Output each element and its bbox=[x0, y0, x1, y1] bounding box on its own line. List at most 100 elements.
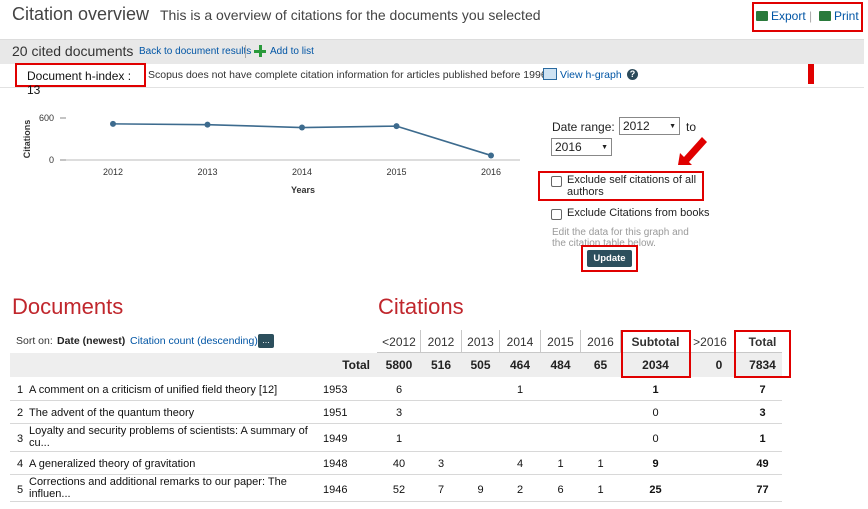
row-number: 1 bbox=[17, 384, 24, 396]
data-point bbox=[204, 121, 211, 128]
citations-heading: Citations bbox=[378, 294, 464, 319]
sort-date[interactable]: Date (newest) bbox=[57, 335, 126, 347]
total-2012: 516 bbox=[430, 358, 452, 372]
exclude-self-checkbox[interactable] bbox=[551, 176, 562, 187]
document-title-link[interactable]: A generalized theory of gravitation bbox=[29, 458, 196, 470]
citation-cell: 1 bbox=[652, 384, 659, 396]
citation-cell: 52 bbox=[392, 484, 406, 496]
update-button[interactable]: Update bbox=[587, 250, 632, 267]
publication-year: 1948 bbox=[323, 458, 348, 470]
document-title-link[interactable]: Loyalty and security problems of scienti… bbox=[29, 425, 308, 437]
document-title-continued[interactable]: influen... bbox=[29, 488, 71, 500]
sort-citation-count[interactable]: Citation count (descending) bbox=[130, 335, 258, 347]
publication-year: 1949 bbox=[323, 433, 348, 445]
export-print-separator: | bbox=[809, 9, 813, 23]
citation-cell: 9 bbox=[477, 484, 484, 496]
exclude-books-label: Exclude Citations from books bbox=[567, 207, 710, 219]
total-total: 7834 bbox=[749, 358, 776, 372]
col-header-2013: 2013 bbox=[467, 335, 494, 349]
y-tick-label: 600 bbox=[39, 113, 54, 123]
citation-cell: 1 bbox=[597, 484, 604, 496]
y-axis-label: Citations bbox=[22, 120, 32, 159]
column-divider bbox=[580, 330, 581, 352]
totals-label: Total bbox=[342, 358, 370, 372]
row-number: 5 bbox=[17, 484, 24, 496]
row-divider bbox=[10, 501, 782, 502]
page-subtitle: This is a overview of citations for the … bbox=[160, 7, 541, 23]
col-header-2014: 2014 bbox=[506, 335, 534, 349]
print-link[interactable]: Print bbox=[819, 9, 859, 23]
print-label: Print bbox=[834, 9, 859, 23]
citation-cell: 1 bbox=[597, 458, 604, 470]
publication-year: 1946 bbox=[323, 484, 348, 496]
total-2014: 464 bbox=[509, 358, 531, 372]
export-link[interactable]: Export bbox=[756, 9, 806, 23]
from-year-select[interactable]: 2012 ▼ bbox=[619, 117, 680, 135]
document-title-link[interactable]: Corrections and additional remarks to ou… bbox=[29, 476, 287, 488]
citation-cell: 49 bbox=[756, 458, 769, 470]
x-tick-label: 2014 bbox=[292, 167, 312, 177]
print-icon bbox=[819, 11, 831, 21]
citation-cell: 3 bbox=[395, 407, 403, 419]
x-axis-label: Years bbox=[291, 185, 315, 195]
more-options-button[interactable]: ... bbox=[258, 334, 274, 348]
to-year-select[interactable]: 2016 ▼ bbox=[551, 138, 612, 156]
citation-chart: 600 0 2012 2013 2014 2015 2016 Years Citations bbox=[22, 113, 520, 195]
publication-year: 1951 bbox=[323, 407, 348, 419]
citation-cell: 6 bbox=[557, 484, 564, 496]
citation-cell: 25 bbox=[649, 484, 662, 496]
exclude-books-checkbox[interactable] bbox=[551, 209, 562, 220]
back-to-results-link[interactable]: Back to document results bbox=[139, 46, 252, 57]
col-header-2012: 2012 bbox=[427, 335, 455, 349]
exclude-self-highlight bbox=[538, 171, 704, 201]
citation-cell: 0 bbox=[652, 407, 659, 419]
col-header-post2016: >2016 bbox=[693, 335, 727, 349]
scopus-note: Scopus does not have complete citation i… bbox=[148, 69, 550, 81]
help-icon[interactable]: ? bbox=[627, 69, 638, 80]
row-number: 2 bbox=[17, 407, 24, 419]
document-title-continued[interactable]: cu... bbox=[29, 437, 50, 449]
export-label: Export bbox=[771, 9, 806, 23]
document-title-link[interactable]: A comment on a criticism of unified fiel… bbox=[29, 384, 278, 396]
cited-count: 20 cited documents bbox=[12, 43, 134, 59]
hint-line-2: the citation table below. bbox=[552, 238, 656, 249]
data-point bbox=[110, 120, 116, 127]
page-title: Citation overview bbox=[12, 4, 150, 24]
exclude-self-label: Exclude self citations of all authors bbox=[567, 174, 697, 198]
data-point bbox=[393, 123, 400, 130]
data-point bbox=[488, 152, 494, 159]
total-post2016: 0 bbox=[715, 358, 723, 372]
total-pre2012: 5800 bbox=[385, 358, 413, 372]
hindex-value: Document h-index : 13 bbox=[15, 63, 146, 97]
citation-cell: 1 bbox=[759, 433, 766, 445]
citation-cell: 1 bbox=[395, 433, 403, 445]
hint-line-1: Edit the data for this graph and bbox=[552, 227, 689, 238]
column-divider bbox=[499, 330, 500, 352]
column-divider bbox=[540, 330, 541, 352]
subtotal-highlight bbox=[621, 330, 691, 378]
col-header-2015: 2015 bbox=[547, 335, 574, 349]
row-divider bbox=[10, 400, 782, 401]
table-header-rule bbox=[377, 352, 782, 353]
chart-icon bbox=[543, 68, 557, 80]
data-point bbox=[299, 124, 305, 131]
column-divider bbox=[620, 330, 621, 352]
row-number: 3 bbox=[17, 433, 24, 445]
citation-cell: 9 bbox=[652, 458, 659, 470]
total-2013: 505 bbox=[470, 358, 491, 372]
document-title-link[interactable]: The advent of the quantum theory bbox=[29, 407, 195, 419]
view-hgraph-link[interactable]: View h-graph bbox=[560, 69, 622, 81]
col-header-subtotal: Subtotal bbox=[631, 335, 680, 349]
diagonal-arrow-annotation bbox=[678, 137, 707, 165]
citation-cell: 1 bbox=[557, 458, 564, 470]
row-divider bbox=[10, 423, 782, 424]
column-divider bbox=[461, 330, 462, 352]
y-tick-label: 0 bbox=[49, 155, 54, 165]
info-row bbox=[0, 63, 864, 88]
export-icon bbox=[756, 11, 768, 21]
to-label: to bbox=[686, 120, 697, 134]
citation-cell: 7 bbox=[759, 384, 766, 396]
add-to-list-link[interactable]: Add to list bbox=[270, 46, 314, 57]
citation-cell: 3 bbox=[759, 407, 766, 419]
citation-cell: 7 bbox=[437, 484, 445, 496]
